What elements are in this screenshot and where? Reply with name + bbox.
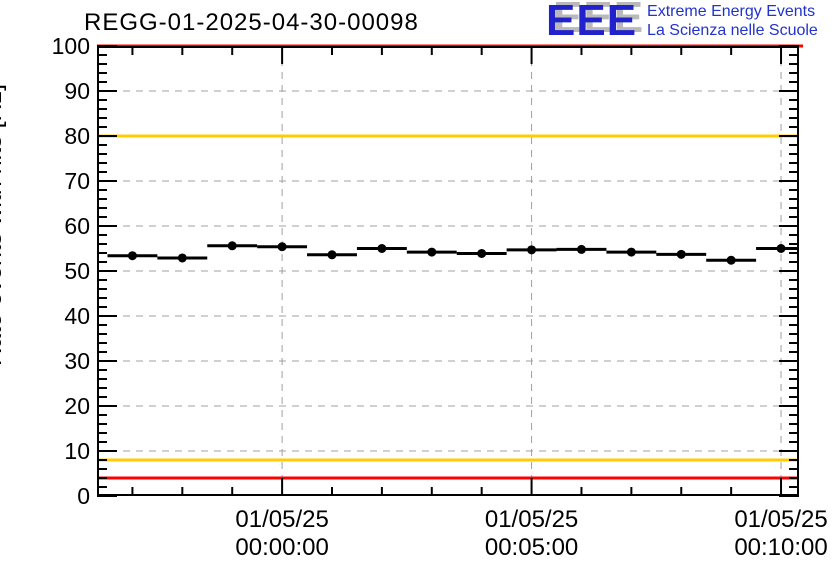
data-point [477, 248, 487, 258]
y-tick-label: 0 [77, 483, 90, 509]
data-point [127, 251, 137, 261]
data-point [776, 244, 786, 253]
eee-logo-line1: Extreme Energy Events [647, 3, 816, 20]
data-point [676, 249, 686, 259]
y-tick-label: 70 [64, 168, 90, 194]
y-tick-label: 50 [64, 258, 90, 284]
data-point [527, 245, 537, 255]
data-point [576, 244, 586, 254]
x-tick-label: 01/05/25 00:00:00 [235, 506, 328, 561]
data-point [377, 244, 387, 253]
data-point [277, 242, 287, 252]
data-point [427, 247, 437, 257]
eee-logo-acronym: EEE [546, 0, 638, 45]
data-point [177, 253, 187, 263]
x-tick-label: 01/05/25 00:10:00 [734, 506, 827, 561]
y-tick-label: 10 [64, 438, 90, 464]
eee-logo: EEE Extreme Energy Events La Scienza nel… [546, 0, 818, 45]
y-axis-title: Rate events with hits [Hz] [0, 83, 7, 366]
y-tick-label: 80 [64, 123, 90, 149]
eee-logo-line2: La Scienza nelle Scuole [647, 22, 818, 39]
y-tick-label: 40 [64, 303, 90, 329]
y-tick-label: 60 [64, 213, 90, 239]
data-point [327, 250, 337, 260]
data-point [726, 255, 736, 265]
data-point [626, 247, 636, 257]
y-tick-label: 100 [52, 33, 90, 59]
x-tick-label: 01/05/25 00:05:00 [485, 506, 578, 561]
data-point [227, 241, 237, 251]
eee-logo-subtitle: Extreme Energy Events La Scienza nelle S… [647, 2, 818, 40]
y-tick-label: 20 [64, 393, 90, 419]
y-tick-label: 90 [64, 78, 90, 104]
plot-title: REGG-01-2025-04-30-00098 [84, 9, 419, 36]
y-tick-label: 30 [64, 348, 90, 374]
